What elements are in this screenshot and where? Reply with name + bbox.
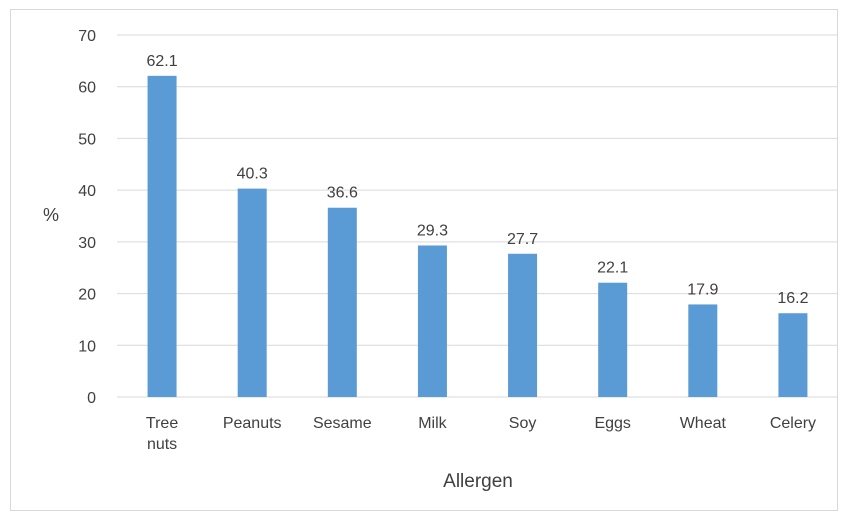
x-tick-label: Celery xyxy=(770,415,816,432)
x-tick-label: Wheat xyxy=(680,415,727,432)
data-label: 16.2 xyxy=(777,290,808,307)
y-tick-label: 20 xyxy=(78,287,96,304)
y-tick-label: 30 xyxy=(78,235,96,252)
x-tick-label: Eggs xyxy=(594,415,630,432)
y-tick-label: 0 xyxy=(87,390,96,407)
bar xyxy=(508,253,538,397)
y-axis-title: % xyxy=(43,205,59,225)
x-axis-title: Allergen xyxy=(443,471,513,492)
data-label: 17.9 xyxy=(687,281,718,298)
data-label: 62.1 xyxy=(146,53,177,70)
y-tick-label: 50 xyxy=(78,131,96,148)
x-tick-label: Peanuts xyxy=(223,415,282,432)
bar xyxy=(688,304,718,397)
bar xyxy=(778,313,808,397)
data-label: 22.1 xyxy=(597,260,628,277)
x-tick-label: Milk xyxy=(418,415,447,432)
y-tick-label: 10 xyxy=(78,338,96,355)
bar xyxy=(237,188,267,397)
data-label: 36.6 xyxy=(327,185,358,202)
y-tick-label: 60 xyxy=(78,80,96,97)
bar xyxy=(147,75,177,398)
bar xyxy=(417,245,447,397)
gridlines xyxy=(117,34,838,398)
data-labels: 62.1 40.3 36.6 29.3 27.7 22.1 17.9 16.2 xyxy=(146,53,808,307)
bar xyxy=(327,207,357,397)
data-label: 40.3 xyxy=(237,166,268,183)
y-tick-label: 40 xyxy=(78,183,96,200)
data-label: 29.3 xyxy=(417,222,448,239)
data-label: 27.7 xyxy=(507,231,538,248)
y-axis-ticks: 0 10 20 30 40 50 60 70 xyxy=(78,28,96,407)
bars xyxy=(147,75,808,398)
x-tick-label: Tree nuts xyxy=(146,415,178,453)
y-tick-label: 70 xyxy=(78,28,96,45)
bar xyxy=(598,282,628,397)
x-axis-ticks: Tree nuts Peanuts Sesame Milk Soy Eggs Wheat Cel… xyxy=(146,415,816,453)
x-tick-label: Soy xyxy=(509,415,537,432)
x-tick-label: Sesame xyxy=(313,415,372,432)
